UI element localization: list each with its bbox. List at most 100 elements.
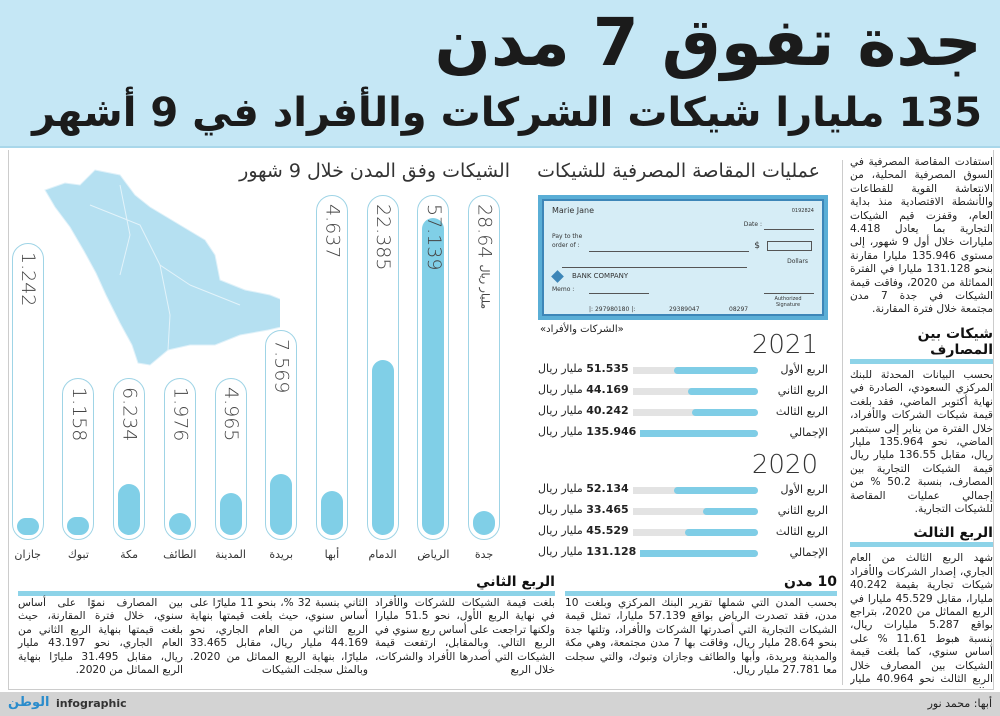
bar-track [538, 529, 758, 536]
city-label: تبوك [67, 548, 89, 561]
q2-text-col2: الثاني بنسبة 32 %، بنحو 11 مليارًا على أ… [190, 597, 368, 677]
city-label: الطائف [163, 548, 197, 561]
bar-track [538, 508, 758, 515]
check-date: Date : [743, 221, 762, 228]
page-subtitle: 135 مليارا شيكات الشركات والأفراد في 9 أ… [32, 90, 983, 136]
clearing-row: 135.946 مليار ريال الإجمالي [538, 425, 828, 442]
city-bar: 1.976 [163, 377, 196, 540]
city-label: المدينة [215, 548, 246, 561]
bar-fill [703, 508, 758, 515]
bar-fill [320, 491, 343, 535]
check-signature-label: Authorized Signature [774, 296, 802, 308]
city-label: مكة [120, 548, 139, 561]
interbank-heading: شيكات بين المصارف [850, 326, 993, 364]
bank-name: BANK COMPANY [572, 272, 629, 280]
bar-fill [270, 474, 293, 535]
bar-fill [538, 550, 758, 557]
bar-value: 6.234 [118, 386, 141, 442]
author-credit: أبها: محمد نور [927, 697, 992, 710]
row-value: 44.169 مليار ريال [538, 383, 633, 396]
check-number: 0192824 [791, 208, 814, 214]
payee-line [589, 251, 749, 252]
check-micr-routing: |: 297980180 |: [589, 306, 636, 313]
q2-text-col1: بلغت قيمة الشيكات للشركات والأفراد في نه… [375, 597, 555, 677]
bar-fill [538, 430, 758, 437]
bar-fill [67, 516, 90, 535]
check-order: order of : [552, 242, 580, 249]
city-label: جدة [474, 548, 494, 561]
clearing-row: 33.465 مليار ريال الربع الثاني [538, 503, 828, 520]
row-value: 33.465 مليار ريال [538, 503, 633, 516]
q3-text: شهد الربع الثالث من العام الجاري، إصدار … [850, 552, 993, 688]
clearing-title: عمليات المقاصة المصرفية للشيكات [537, 160, 820, 182]
bar-track [538, 367, 758, 374]
ten-cities-text: بحسب المدن التي شملها تقرير البنك المركز… [565, 597, 838, 677]
city-label: الرياض [417, 548, 450, 561]
city-label: الدمام [368, 548, 397, 561]
clearing-note: «الشركات والأفراد» [540, 324, 624, 335]
bar-track [538, 388, 758, 395]
bar-fill [219, 493, 242, 535]
row-label: الإجمالي [789, 426, 828, 439]
bar-track [538, 487, 758, 494]
bar-track [538, 550, 758, 557]
right-column: استفادت المقاصة المصرفية في السوق المصرف… [850, 156, 993, 688]
bar-value: 7.569 [270, 338, 293, 393]
ten-cities-heading: 10 مدن [565, 574, 837, 596]
q2-heading: الربع الثاني [18, 574, 555, 596]
bar-value: 1.158 [67, 386, 90, 442]
bar-fill [674, 367, 758, 374]
bar-value: 22.385 [372, 204, 395, 271]
row-value: 131.128 مليار ريال [538, 545, 641, 558]
year-label: 2021 [751, 330, 818, 360]
q3-heading: الربع الثالث [850, 525, 993, 548]
clearing-row: 52.134 مليار ريال الربع الأول [538, 482, 828, 499]
clearing-row: 131.128 مليار ريال الإجمالي [538, 545, 828, 562]
city-bar: 4.965 [214, 377, 247, 540]
clearing-row: 44.169 مليار ريال الربع الثاني [538, 383, 828, 400]
check-pay: Pay to the [552, 233, 583, 240]
signature-line [764, 293, 814, 294]
clearing-row: 40.242 مليار ريال الربع الثالث [538, 404, 828, 421]
bar-fill [168, 513, 191, 535]
check-illustration: Marie Jane 0192824 Date : Pay to the ord… [538, 195, 828, 320]
bar-fill [422, 218, 445, 535]
interbank-text: بحسب البيانات المحدثة للبنك المركزي السع… [850, 368, 993, 515]
check-memo: Memo : [552, 286, 575, 293]
city-label: بريدة [269, 548, 294, 561]
check-name: Marie Jane [552, 206, 595, 215]
check-dollars: Dollars [787, 258, 808, 265]
intro-text: استفادت المقاصة المصرفية في السوق المصرف… [850, 156, 993, 316]
city-bar: 6.234 [113, 377, 146, 540]
clearing-row: 45.529 مليار ريال الربع الثالث [538, 524, 828, 541]
bar-fill [473, 511, 495, 535]
bar-fill [687, 388, 758, 395]
bar-fill [118, 484, 141, 535]
bar-fill [371, 359, 394, 535]
row-label: الربع الثاني [777, 384, 828, 397]
bar-fill [692, 409, 758, 416]
q2-text-col3: بين المصارف نموًا على أساس سنوي، خلال فت… [18, 597, 183, 677]
bar-track [538, 430, 758, 437]
infographic-label: infographic [56, 697, 127, 710]
content-frame [8, 150, 994, 690]
row-value: 135.946 مليار ريال [538, 425, 641, 438]
column-divider [842, 160, 843, 685]
city-bar: 22.385 [366, 195, 399, 540]
bar-fill [674, 487, 758, 494]
row-value: 52.134 مليار ريال [538, 482, 633, 495]
city-bar: 1.158 [62, 377, 95, 540]
bar-value: 1.242 [17, 252, 40, 307]
check-micr-account: 29389047 [669, 306, 700, 313]
bar-value: 4.965 [220, 386, 242, 442]
row-label: الربع الثاني [777, 504, 828, 517]
clearing-row: 51.535 مليار ريال الربع الأول [538, 362, 828, 379]
amount-box [767, 241, 812, 251]
dollar-sign: $ [754, 241, 760, 251]
date-line [764, 229, 814, 230]
city-bar: 4.637 [315, 195, 348, 540]
bar-value: 28.64 مليار ريال [473, 204, 496, 310]
row-label: الربع الثالث [775, 525, 828, 538]
brand-logo: الوطن [8, 695, 50, 710]
bar-track [538, 409, 758, 416]
